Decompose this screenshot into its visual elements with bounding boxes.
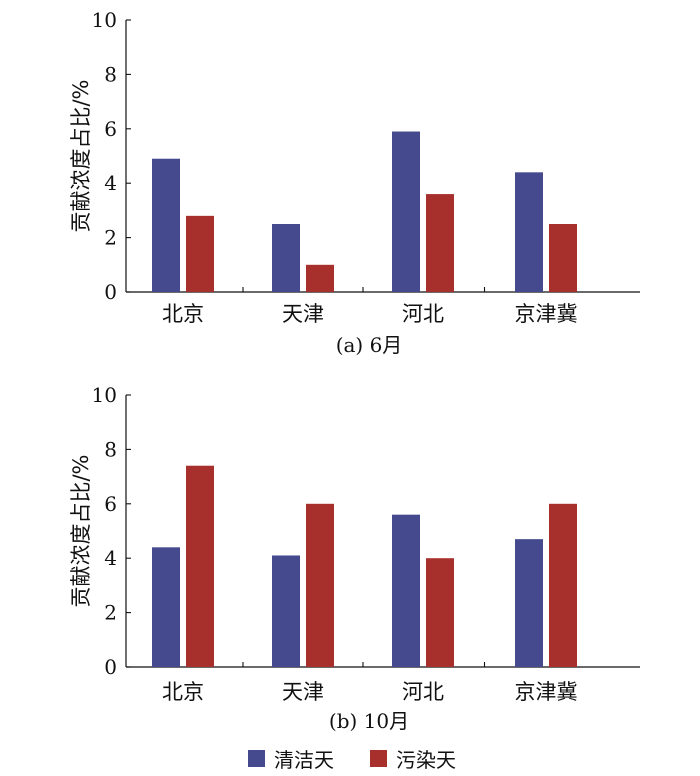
x-tick-label-b: 京津冀 bbox=[515, 680, 578, 704]
x-tick-label-a: 河北 bbox=[402, 302, 444, 326]
legend-item-clean: 清洁天 bbox=[248, 744, 334, 773]
bar-b-polluted-1 bbox=[306, 503, 334, 667]
x-tick-label-b: 北京 bbox=[162, 680, 204, 704]
legend-label-polluted: 污染天 bbox=[396, 748, 456, 772]
bar-b-clean-3 bbox=[515, 539, 543, 667]
panel-caption-a: (a) 6月 bbox=[336, 333, 403, 357]
y-axis-label-b: 贡献浓度占比/% bbox=[69, 454, 93, 607]
bar-a-clean-1 bbox=[272, 224, 300, 292]
y-axis-label-a: 贡献浓度占比/% bbox=[69, 79, 93, 232]
y-tick-label-b: 10 bbox=[92, 383, 117, 407]
y-tick-label-a: 10 bbox=[92, 8, 117, 32]
x-tick-label-a: 北京 bbox=[162, 302, 204, 326]
bar-a-clean-2 bbox=[392, 131, 420, 292]
bar-a-polluted-2 bbox=[426, 194, 454, 292]
bar-b-clean-2 bbox=[392, 514, 420, 667]
bar-a-polluted-1 bbox=[306, 264, 334, 292]
y-tick-label-b: 4 bbox=[104, 546, 117, 570]
bar-b-clean-1 bbox=[272, 555, 300, 667]
bar-a-polluted-3 bbox=[549, 224, 577, 292]
y-tick-label-a: 0 bbox=[104, 280, 117, 304]
y-tick-label-a: 2 bbox=[104, 226, 117, 250]
legend-item-polluted: 污染天 bbox=[370, 744, 456, 773]
y-tick-label-b: 8 bbox=[104, 437, 117, 461]
legend-swatch-polluted bbox=[370, 750, 387, 767]
bar-a-clean-3 bbox=[515, 172, 543, 292]
y-tick-label-b: 2 bbox=[104, 601, 117, 625]
legend: 清洁天 污染天 bbox=[248, 744, 492, 773]
y-tick-label-b: 0 bbox=[104, 655, 117, 679]
y-tick-label-a: 6 bbox=[104, 117, 117, 141]
bar-b-polluted-2 bbox=[426, 558, 454, 667]
bar-b-polluted-0 bbox=[186, 465, 214, 667]
legend-label-clean: 清洁天 bbox=[274, 748, 334, 772]
x-tick-label-a: 天津 bbox=[282, 302, 324, 326]
x-tick-label-b: 天津 bbox=[282, 680, 324, 704]
y-tick-label-a: 8 bbox=[104, 62, 117, 86]
x-tick-label-b: 河北 bbox=[402, 680, 444, 704]
x-tick-label-a: 京津冀 bbox=[515, 302, 578, 326]
bar-a-polluted-0 bbox=[186, 215, 214, 292]
legend-swatch-clean bbox=[248, 750, 265, 767]
y-tick-label-a: 4 bbox=[104, 171, 117, 195]
bar-a-clean-0 bbox=[152, 158, 180, 292]
bar-b-polluted-3 bbox=[549, 503, 577, 667]
bar-b-clean-0 bbox=[152, 547, 180, 667]
y-tick-label-b: 6 bbox=[104, 492, 117, 516]
panel-caption-b: (b) 10月 bbox=[329, 709, 409, 733]
